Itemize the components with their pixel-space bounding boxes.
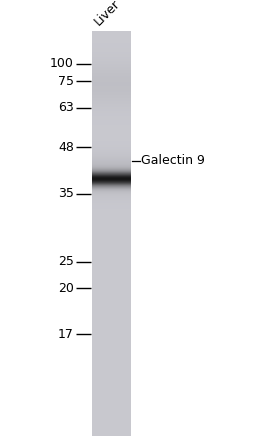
Text: 63: 63 — [58, 101, 74, 114]
Text: 35: 35 — [58, 187, 74, 200]
Text: 20: 20 — [58, 282, 74, 295]
Text: 17: 17 — [58, 328, 74, 341]
Text: 75: 75 — [58, 75, 74, 88]
Text: Liver: Liver — [91, 0, 122, 29]
Text: 25: 25 — [58, 255, 74, 268]
Text: 48: 48 — [58, 141, 74, 154]
Text: Galectin 9: Galectin 9 — [141, 154, 205, 167]
Text: 100: 100 — [50, 57, 74, 70]
